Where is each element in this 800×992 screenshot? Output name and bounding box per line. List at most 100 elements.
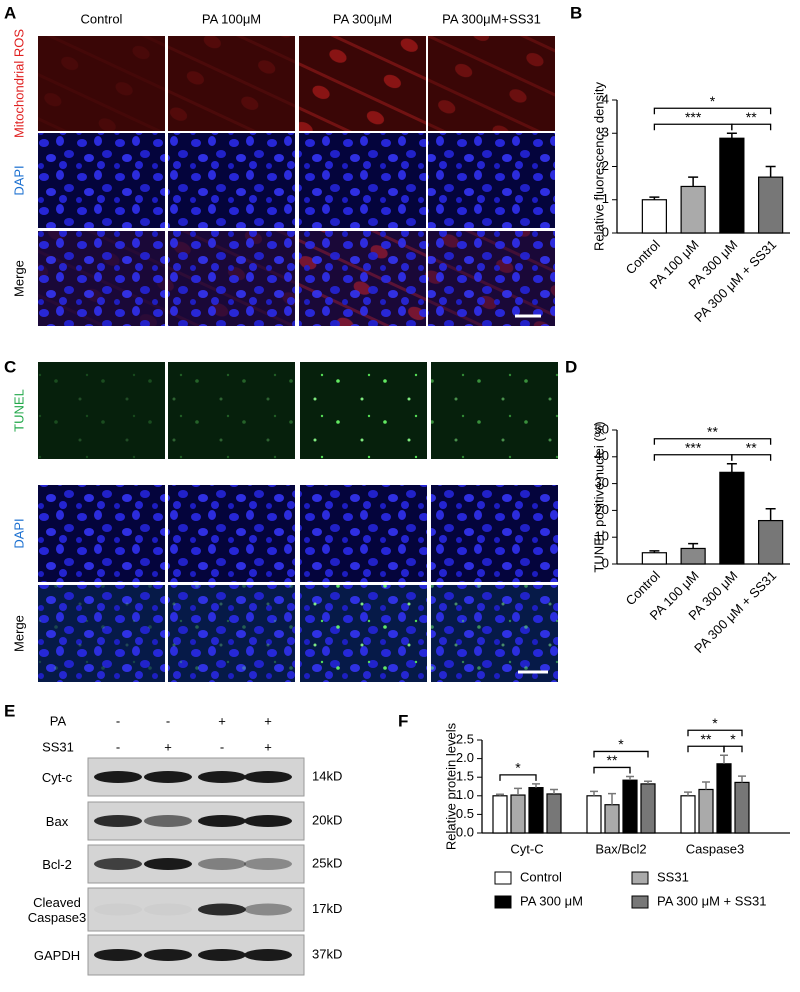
blot-band [94,815,142,827]
significance-label: * [618,736,624,752]
significance-bracket [653,438,772,445]
bar [492,795,508,834]
x-tick-label: Cyt-C [510,841,543,856]
micrograph-signal [428,36,555,131]
error-bar [496,793,504,796]
y-tick-label: 0.0 [456,824,474,839]
y-tick-label: 20 [595,502,609,517]
blot-label: GAPDH [33,947,81,963]
micrograph-nuclei [168,133,295,228]
significance-label: * [710,93,716,109]
significance-label: ** [707,423,718,439]
legend-swatch [494,871,512,885]
micrograph-signal [38,36,165,131]
blot-band [198,903,246,916]
micrograph-signal [300,585,427,682]
micrograph-nuclei [431,485,558,582]
significance-bracket [653,123,733,131]
y-tick-label: 0 [602,555,609,570]
micrograph-nuclei [38,133,165,228]
treatment-sign: - [220,739,224,754]
column-label: PA 300μM [333,11,392,26]
blot-size: 37kD [312,946,342,961]
treatment-sign: - [166,713,170,728]
micrograph-signal [431,362,558,459]
treatment-label: SS31 [42,739,74,754]
error-bar [688,542,699,549]
blot-size: 20kD [312,812,342,827]
column-label: PA 300μM+SS31 [442,11,541,26]
legend-swatch [631,871,649,885]
bar [622,779,638,834]
micrograph-nuclei [38,485,165,582]
treatment-sign: + [264,713,272,728]
micrograph-nuclei [299,231,426,326]
y-tick-label: 4 [602,91,609,106]
x-tick-label: Bax/Bcl2 [595,841,646,856]
error-bar [644,780,652,784]
blot-band [144,858,192,870]
micrograph-signal [168,585,295,682]
micrograph-signal [168,36,295,131]
blot-band [198,771,246,783]
y-tick-label: 40 [595,448,609,463]
significance-bracket [687,729,743,737]
blot-label: Cyt-c [41,769,73,785]
y-tick-label: 0 [602,224,609,239]
treatment-sign: - [116,739,120,754]
y-tick-label: 30 [595,475,609,490]
error-bar [765,508,776,521]
blot-band [244,815,292,827]
blot-band [198,815,246,827]
panel-label: E [4,701,15,720]
panel-label: A [4,3,16,22]
y-tick-label: 0.5 [456,806,474,821]
panel-label: D [565,357,577,376]
micrograph-signal [168,362,295,459]
significance-label: * [515,760,521,776]
error-bar [590,790,598,796]
blot-band [244,771,292,783]
legend-swatch [631,895,649,909]
column-label: Control [81,11,123,26]
error-bar [649,550,660,553]
significance-label: ** [746,439,757,455]
error-bar [688,176,699,187]
significance-label: * [730,731,736,747]
y-axis-title: Relative protein levels [443,722,458,850]
bar [604,804,620,834]
row-label: Merge [11,260,26,297]
error-bar [626,775,634,781]
bar [586,795,602,834]
row-label: Mitochondrial ROS [11,29,26,138]
row-label: TUNEL [11,389,26,432]
y-tick-label: 3 [602,125,609,140]
bar [734,781,750,834]
micrograph-nuclei [168,231,295,326]
bar [719,137,745,234]
x-tick-label: Caspase3 [686,841,745,856]
micrograph-nuclei [168,485,295,582]
micrograph-nuclei [428,231,555,326]
significance-bracket [593,750,649,758]
treatment-sign: - [116,713,120,728]
significance-bracket [687,745,725,753]
bar [680,547,706,565]
blot-label: Bax [45,813,69,829]
blot-band [198,949,246,961]
y-tick-label: 10 [595,529,609,544]
treatment-sign: + [264,739,272,754]
micrograph-signal [38,362,165,459]
significance-label: *** [685,439,702,455]
significance-label: ** [746,109,757,125]
bar [641,552,667,565]
y-axis-title: Relative fluorescence density [591,81,606,251]
significance-label: *** [685,109,702,125]
blot-band [144,771,192,783]
micrograph-signal [38,585,165,682]
error-bar [720,754,728,764]
y-tick-label: 1 [602,191,609,206]
significance-bracket [653,454,733,461]
y-axis-title: TUNEL positive nuclei (%) [591,421,606,572]
panel-label: C [4,357,16,376]
